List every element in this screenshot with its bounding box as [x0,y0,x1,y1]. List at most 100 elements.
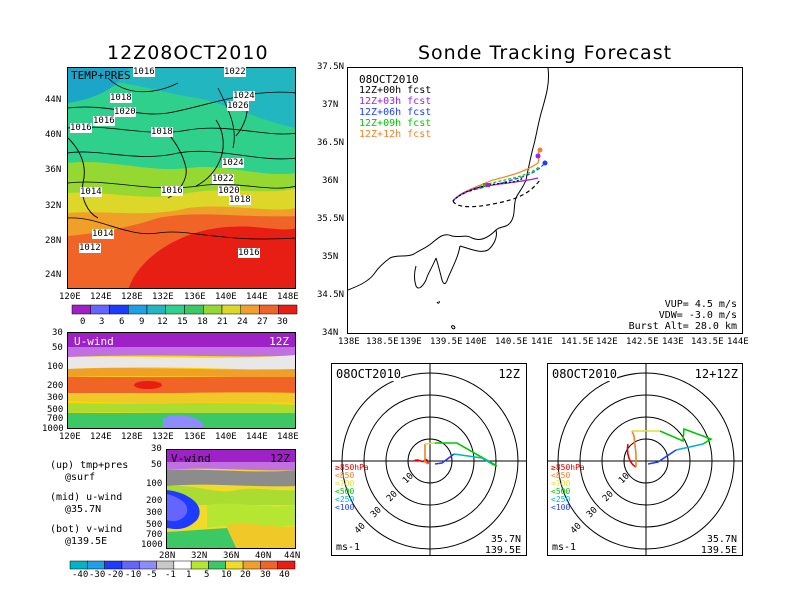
p-tick-label: 30 [52,328,63,338]
hodo-lat: 35.7N [706,534,737,545]
wind-colorbar-ticks: -40 -30 -20 -10 -5 -1 1 5 10 20 30 40 [72,570,302,580]
lon-tick-label: 138.5E [366,337,399,347]
isobar-label: 1016 [161,186,183,196]
colorbar-swatch [184,304,204,315]
level-key: <250 [551,495,571,504]
p-tick-label: 1000 [141,540,163,550]
colorbar-tick: 10 [221,570,232,580]
isobar-label: 1012 [79,243,101,253]
colorbar-swatch [190,560,209,570]
fcst-12h: 12Z+12h fcst [359,129,432,140]
lon-tick-label: 124E [90,292,112,302]
level-key: <500 [335,487,355,496]
hodo-time: 12Z [498,367,520,381]
hodo-time: 12+12Z [694,367,738,381]
temp-pres-field [68,68,295,288]
vdw-text: VDW= -3.0 m/s [658,310,737,321]
hodo-date: 08OCT2010 [336,367,402,381]
lat-tick-label: 40N [255,551,272,561]
colorbar-swatch [90,304,110,315]
lon-tick-label: 140E [465,337,487,347]
ring-label: 20 [601,489,616,504]
level-key: <500 [551,487,571,496]
lon-tick-label: 140E [215,292,237,302]
level-key: <700 [335,479,355,488]
lon-tick-label: 139E [400,337,422,347]
colorbar-swatch [128,304,148,315]
lat-tick-label: 24N [45,270,62,280]
lat-tick-label: 44N [284,551,301,561]
ring-label: 30 [585,505,600,520]
temp-colorbar [71,304,298,315]
note-line: (bot) v-wind [50,524,123,535]
lat-tick-label: 32N [191,551,208,561]
colorbar-tick: 40 [279,570,290,580]
isobar-label: 1026 [227,101,249,111]
colorbar-swatch [208,560,227,570]
u-wind-time: 12Z [269,335,289,348]
isobar-label: 1018 [151,127,173,137]
colorbar-swatch [260,560,278,570]
colorbar-swatch [225,560,244,570]
lat-tick-label: 34N [322,328,339,338]
level-key: <700 [551,479,571,488]
level-key: <850 [335,471,355,480]
colorbar-tick: 30 [277,317,288,327]
p-tick-label: 200 [47,381,64,391]
p-tick-label: 500 [47,405,64,415]
colorbar-swatch [121,560,140,570]
isobar-label: 1016 [93,116,115,126]
colorbar-tick: 6 [119,317,125,327]
colorbar-swatch [278,304,298,315]
colorbar-tick: 15 [177,317,188,327]
burst-text: Burst Alt= 28.0 km [628,321,737,332]
lon-tick-label: 141.5E [561,337,594,347]
p-tick-label: 100 [47,362,64,372]
level-key: <100 [551,503,571,512]
isobar-label: 1020 [218,186,240,196]
lon-tick-label: 148E [277,432,299,442]
isobar-label: 1022 [212,174,234,184]
lon-tick-label: 132E [152,432,174,442]
colorbar-swatch [277,560,296,570]
lon-tick-label: 136E [184,292,206,302]
p-tick-label: 700 [146,530,163,540]
p-tick-label: 300 [146,508,163,518]
isobar-label: 1014 [92,229,114,239]
lon-tick-label: 144E [727,337,749,347]
colorbar-tick: 20 [240,570,251,580]
lon-tick-label: 143E [662,337,684,347]
p-tick-label: 50 [52,343,63,353]
lon-tick-label: 142E [596,337,618,347]
ring-label: 20 [385,489,400,504]
hodo-lat: 35.7N [490,534,521,545]
lon-tick-label: 141E [531,337,553,347]
level-key: <850 [551,471,571,480]
colorbar-swatch [156,560,175,570]
isobar-label: 1024 [222,158,244,168]
hodograph-left: 10 20 30 40 08OCT2010 12Z ≥850hPa <850 <… [331,363,527,556]
lat-tick-label: 34.5N [317,290,345,300]
lon-tick-label: 128E [121,432,143,442]
lon-tick-label: 143.5E [691,337,724,347]
isobar-label: 1016 [70,123,92,133]
lat-tick-label: 32N [45,201,62,211]
vup-text: VUP= 4.5 m/s [664,299,737,310]
colorbar-swatch [104,560,123,570]
colorbar-swatch [240,304,260,315]
fcst-03h: 12Z+03h fcst [359,96,432,107]
lon-tick-label: 132E [152,292,174,302]
p-tick-label: 200 [146,496,163,506]
lon-tick-label: 124E [90,432,112,442]
lon-tick-label: 120E [59,432,81,442]
colorbar-tick: -1 [165,570,176,580]
hodo-lon: 139.5E [484,545,521,556]
lat-tick-label: 36N [322,176,339,186]
colorbar-tick: 0 [80,317,86,327]
level-key: <250 [335,495,355,504]
colorbar-tick: 12 [157,317,168,327]
colorbar-tick: 1 [186,570,192,580]
lat-tick-label: 36N [45,165,62,175]
fcst-00h: 12Z+00h fcst [359,85,432,96]
isobar-label: 1018 [229,195,251,205]
